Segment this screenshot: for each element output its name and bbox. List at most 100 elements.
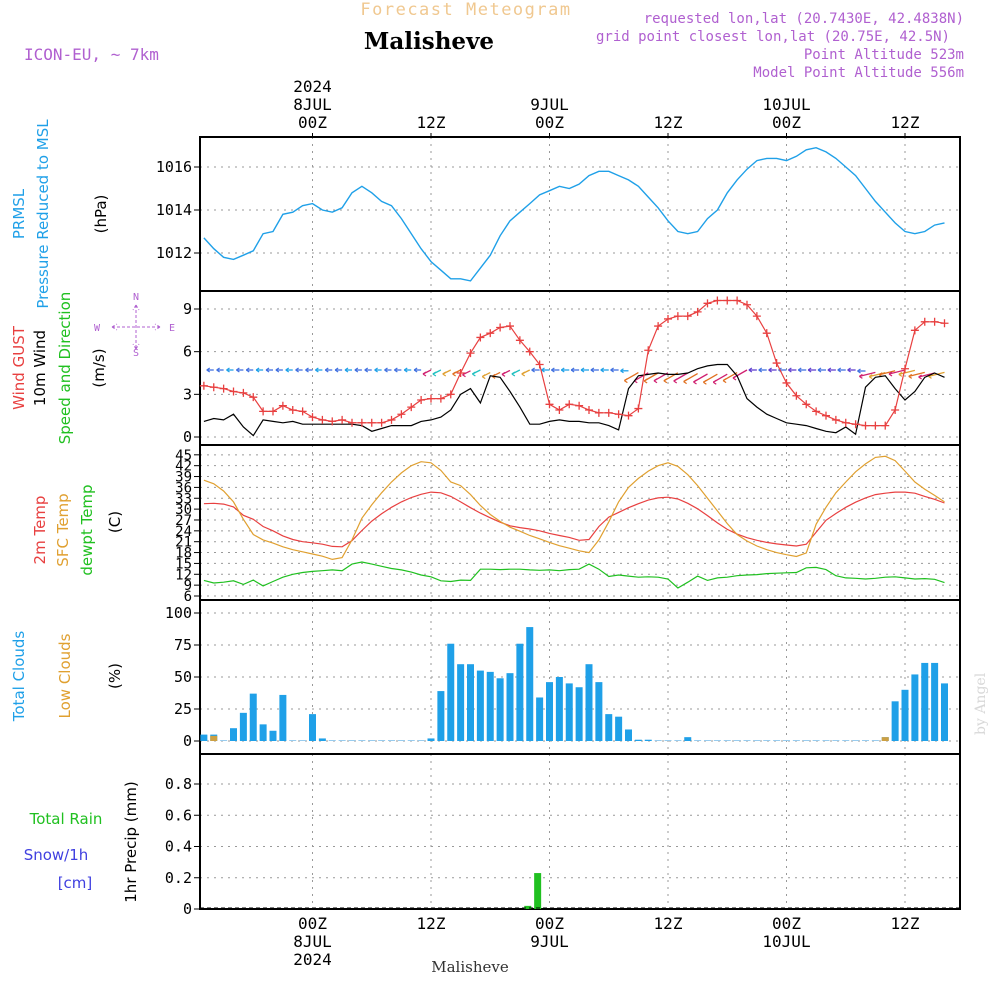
bottom-time-label: 12Z [417,914,446,933]
wind-arrow-head [384,367,388,373]
gust-marker [782,378,791,387]
wind-arrow-head [394,367,398,373]
gust-marker [555,405,564,414]
wind-arrow-head [354,367,359,373]
y-tick-label: 50 [174,668,192,686]
gust-marker [407,403,416,412]
wind-arrow-head [560,367,565,373]
top-time-label: 8JUL [293,95,332,114]
gust-marker [486,329,495,338]
cloud-bar-zero [654,740,662,741]
gust-marker [318,415,327,424]
cloud-bar-zero [407,740,415,741]
wind-arrow-head [472,371,476,377]
gust-marker [713,296,722,305]
gust-marker [199,381,208,390]
cloud-bar-zero [299,740,307,741]
pressure-unit: (hPa) [92,195,110,234]
gust-marker [436,394,445,403]
gust-marker [940,319,949,328]
wind-arrow-head [344,367,349,373]
y-tick-label: 3 [183,385,192,403]
wind-direction-label: Speed and Direction [56,292,74,445]
wind-arrow-head [403,367,408,373]
gust-marker [772,359,781,368]
cloud-bar [230,728,237,741]
gust-marker [822,411,830,420]
gust-marker [634,404,643,413]
wind-direction-arrows [206,367,945,385]
cloud-bar [891,701,899,741]
gust-marker [496,323,505,332]
cloud-bar-zero [832,740,840,741]
cloud-bar [447,643,455,741]
y-tick-label: 42 [175,459,192,475]
gust-marker [209,383,218,392]
wind-arrow-head [712,379,717,385]
wind-arrow-head [898,371,903,377]
cloud-bar-zero [289,740,297,741]
cloud-bar [941,683,948,741]
top-time-label: 12Z [417,113,446,132]
wind-arrow-head [541,367,545,373]
gust-marker [654,322,663,331]
y-tick-label: 33 [175,491,192,507]
cloud-bar-zero [328,740,336,741]
gust-marker [891,405,900,414]
wind-gust-label: Wind GUST [10,325,28,410]
wind-arrow-head [918,374,922,380]
gust-marker [881,421,890,430]
gust-marker [239,388,248,397]
wind-direction-arrow [859,371,876,378]
rain-bar [524,905,532,909]
cloud-bar [476,670,484,741]
bottom-time-label: 12Z [654,914,683,933]
gust-marker [338,415,347,424]
wind-arrow-head [837,367,842,373]
wind-arrow-head [285,367,290,373]
wind-arrow-head [422,371,427,377]
gust-marker [831,415,840,424]
wind-arrow-head [452,371,456,377]
wind-arrow-head [663,378,668,384]
y-tick-label: 75 [174,636,192,654]
wind-arrow-head [827,367,832,373]
y-tick-label: 9 [184,578,192,594]
cloud-bar [467,664,474,741]
cloud-bar [309,714,316,741]
y-tick-label: 0.6 [165,806,192,824]
cloud-bar [555,677,563,741]
gust-marker [515,336,524,345]
panel-wind: 0 3 6 9 Wind GUST 10m Wind Speed and Direction… [10,290,961,446]
wind-arrow-head [624,378,628,384]
gust-marker [456,369,465,378]
gust-marker [752,312,761,321]
wind-arrow-head [245,367,250,373]
gust-marker [851,420,860,429]
gust-marker [604,408,613,417]
top-time-label: 12Z [654,113,683,132]
total-rain-label: Total Rain [29,810,103,828]
y-tick-label: 0 [183,732,192,750]
cloud-bar [585,664,593,741]
bottom-time-label: 12Z [891,914,920,933]
clouds-unit: (%) [106,663,124,689]
top-time-label: 00Z [535,113,564,132]
gust-marker [269,407,277,416]
wind-arrow-head [600,367,605,373]
pressure-label-long: Pressure Reduced to MSL [34,119,52,309]
wind-arrow-head [758,367,763,373]
wind-arrow-head [653,378,658,384]
gust-marker [930,317,939,326]
bottom-time-label: 00Z [298,914,327,933]
cloud-bar-zero [812,740,820,741]
cloud-bar-zero [378,740,386,741]
wind-arrow-head [511,371,516,377]
gust-marker [249,393,258,402]
gust-marker [298,407,307,416]
cloud-bar [605,714,613,741]
gust-marker [417,396,426,405]
gust-marker [683,312,692,321]
low-cloud-bar [210,735,218,741]
